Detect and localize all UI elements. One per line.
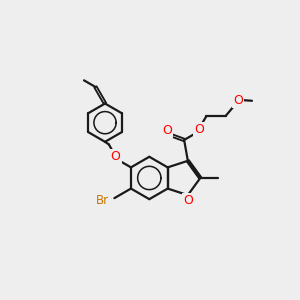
Text: O: O xyxy=(163,124,172,137)
Text: O: O xyxy=(194,123,204,136)
Text: O: O xyxy=(111,150,121,163)
Text: O: O xyxy=(233,94,243,107)
Text: O: O xyxy=(184,194,194,207)
Text: Br: Br xyxy=(96,194,109,207)
